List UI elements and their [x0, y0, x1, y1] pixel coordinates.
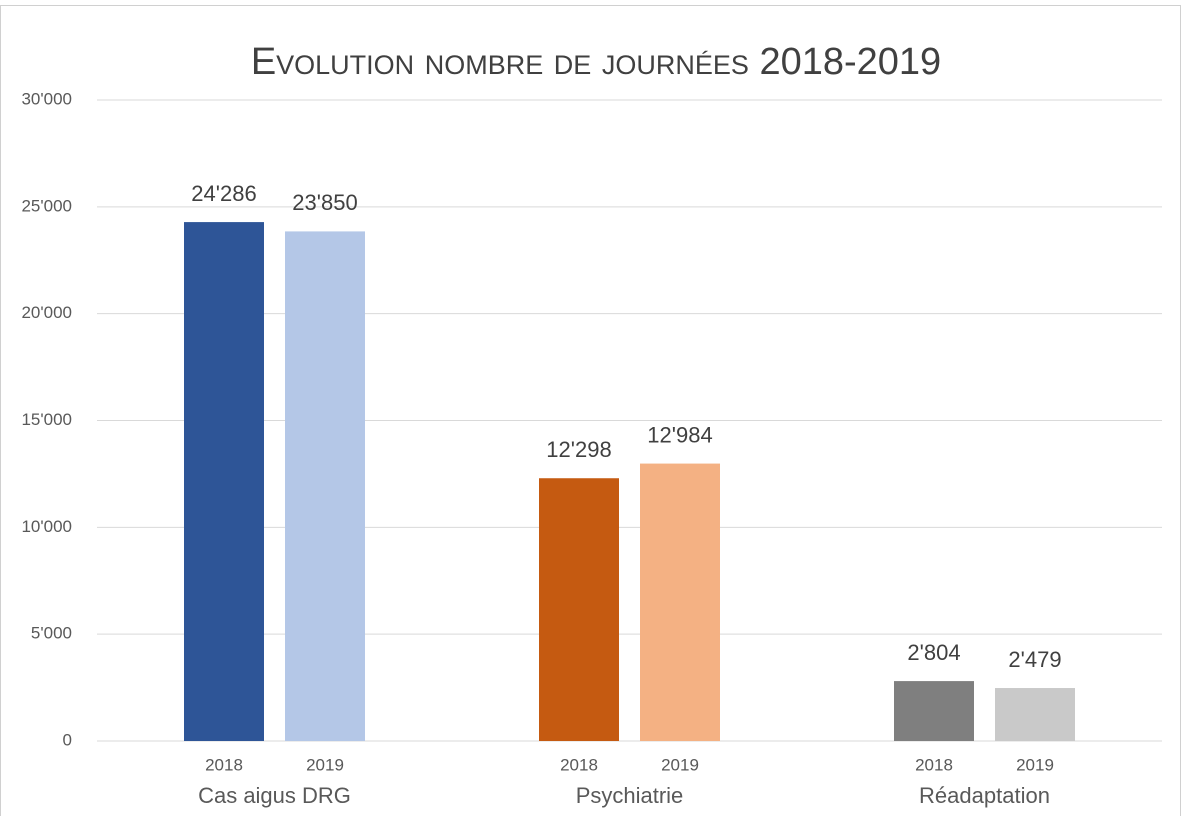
bar	[184, 222, 264, 742]
chart-border	[0, 5, 1181, 816]
bar	[539, 478, 619, 741]
bar	[640, 463, 720, 741]
value-label: 12'298	[546, 437, 611, 462]
x-tick-label: 2018	[560, 755, 598, 774]
y-tick-label: 10'000	[21, 517, 72, 536]
value-label: 24'286	[191, 181, 256, 206]
x-tick-label: 2018	[205, 755, 243, 774]
x-tick-label: 2018	[915, 755, 953, 774]
y-tick-label: 30'000	[21, 89, 72, 108]
chart-title: Evolution nombre de journées 2018-2019	[251, 41, 941, 83]
value-label: 2'804	[907, 640, 960, 665]
bar	[995, 688, 1075, 741]
bar	[894, 681, 974, 741]
y-tick-label: 5'000	[31, 624, 72, 643]
x-category-label: Cas aigus DRG	[198, 783, 351, 808]
x-category-label: Psychiatrie	[576, 783, 684, 808]
x-tick-label: 2019	[1016, 755, 1054, 774]
y-tick-label: 25'000	[21, 196, 72, 215]
value-label: 2'479	[1008, 647, 1061, 672]
y-tick-label: 20'000	[21, 303, 72, 322]
value-label: 12'984	[647, 422, 712, 447]
bar	[285, 231, 365, 741]
y-tick-label: 15'000	[21, 410, 72, 429]
x-category-label: Réadaptation	[919, 783, 1050, 808]
value-label: 23'850	[292, 190, 357, 215]
x-tick-label: 2019	[661, 755, 699, 774]
y-tick-label: 0	[63, 730, 72, 749]
x-tick-label: 2019	[306, 755, 344, 774]
